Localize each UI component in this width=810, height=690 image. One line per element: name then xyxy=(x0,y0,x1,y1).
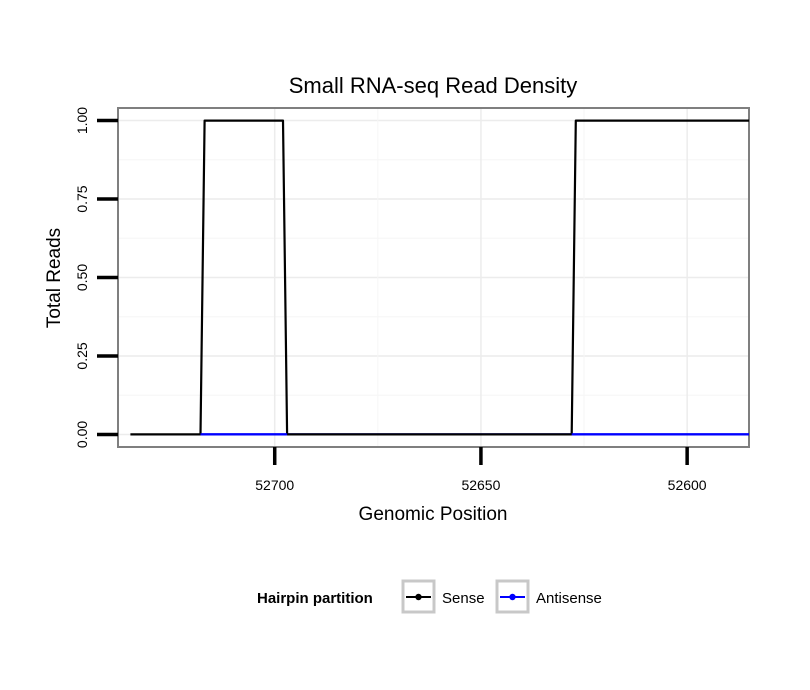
y-axis: 0.00 0.25 0.50 0.75 1.00 xyxy=(74,107,118,448)
y-axis-title: Total Reads xyxy=(44,228,65,328)
x-tick-label: 52600 xyxy=(668,477,707,493)
chart-title: Small RNA-seq Read Density xyxy=(289,73,578,98)
series-line-sense xyxy=(130,119,749,436)
legend-title: Hairpin partition xyxy=(257,590,373,607)
legend-label-sense: Sense xyxy=(442,590,485,607)
y-tick-label: 0.00 xyxy=(74,421,90,448)
x-axis-title: Genomic Position xyxy=(359,504,508,525)
y-tick-label: 0.75 xyxy=(74,185,90,212)
x-axis: 52700 52650 52600 xyxy=(255,447,707,493)
legend-label-antisense: Antisense xyxy=(536,590,602,607)
series-layer xyxy=(130,119,749,436)
grid xyxy=(118,108,749,447)
legend-key-point xyxy=(509,593,516,601)
y-tick-label: 0.50 xyxy=(74,264,90,291)
legend-key-point xyxy=(415,593,422,601)
legend: Hairpin partition Sense Antisense xyxy=(257,579,602,614)
x-tick-label: 52650 xyxy=(461,477,500,493)
y-tick-label: 1.00 xyxy=(74,107,90,134)
x-tick-label: 52700 xyxy=(255,477,294,493)
y-tick-label: 0.25 xyxy=(74,342,90,369)
